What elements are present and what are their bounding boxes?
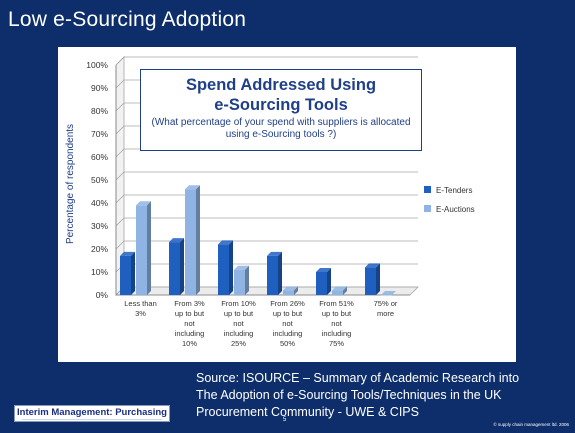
copyright-notice: © supply chain management ltd. 2006 bbox=[493, 422, 569, 427]
bar-e-auctions bbox=[234, 269, 245, 295]
brand-logo-underline bbox=[22, 418, 162, 420]
bar-e-tenders bbox=[218, 244, 229, 295]
bar-e-auctions bbox=[283, 290, 294, 295]
chart-panel: 0% 10% 20% 30% 40% 50% 60% 70% 80% 90% 100% Percent… bbox=[58, 47, 516, 362]
legend-label-e-tenders: E-Tenders bbox=[436, 186, 472, 195]
x-tick-label: From 26% up to but not including 50% bbox=[270, 299, 305, 348]
source-line-1: Source: ISOURCE – Summary of Academic Re… bbox=[196, 371, 520, 385]
source-line-2: The Adoption of e-Sourcing Tools/Techniq… bbox=[196, 388, 502, 402]
bar-e-auctions bbox=[332, 290, 343, 295]
page-number: 5 bbox=[283, 417, 287, 423]
legend-swatch-e-tenders bbox=[424, 186, 431, 193]
y-tick-label: 40% bbox=[91, 198, 108, 208]
brand-logo-text: Interim Management: Purchasing bbox=[17, 406, 167, 418]
bar-side-e-tenders bbox=[376, 263, 380, 295]
legend-label-e-auctions: E-Auctions bbox=[436, 205, 475, 214]
y-tick-label: 0% bbox=[96, 290, 109, 300]
x-tick-label: 75% or more bbox=[374, 299, 398, 318]
chart-callout-subtitle: (What percentage of your spend with supp… bbox=[151, 117, 411, 140]
bar-top-e-tenders bbox=[218, 240, 233, 245]
bar-e-tenders bbox=[365, 267, 376, 295]
bar-side-e-auctions bbox=[343, 286, 347, 295]
bar-side-e-auctions bbox=[245, 265, 249, 295]
chart-callout-title-line1: Spend Addressed Using bbox=[185, 76, 377, 94]
bar-top-e-tenders bbox=[120, 251, 135, 256]
bar-top-e-auctions bbox=[381, 291, 396, 295]
x-tick-label: From 10% up to but not including 25% bbox=[221, 299, 256, 348]
gridline bbox=[115, 171, 418, 181]
bar-side-e-tenders bbox=[327, 268, 331, 295]
bar-top-e-auctions bbox=[332, 286, 347, 291]
y-tick-label: 100% bbox=[86, 60, 108, 70]
y-tick-label: 50% bbox=[91, 175, 108, 185]
bar-top-e-tenders bbox=[169, 238, 184, 243]
y-tick-label: 20% bbox=[91, 244, 108, 254]
gridline bbox=[115, 240, 418, 250]
bar-top-e-auctions bbox=[283, 286, 298, 291]
bar-e-tenders bbox=[169, 242, 180, 295]
bar-top-e-tenders bbox=[267, 251, 282, 256]
gridline bbox=[115, 56, 418, 66]
gridline bbox=[115, 194, 418, 204]
y-tick-label: 60% bbox=[91, 152, 108, 162]
y-tick-label: 70% bbox=[91, 129, 108, 139]
bar-side-e-tenders bbox=[278, 251, 282, 295]
bar-e-auctions bbox=[381, 295, 392, 296]
bar-e-tenders bbox=[267, 255, 278, 295]
bar-side-e-auctions bbox=[294, 286, 298, 295]
y-tick-label: 90% bbox=[91, 83, 108, 93]
bar-e-tenders bbox=[316, 272, 327, 295]
bar-top-e-tenders bbox=[316, 268, 331, 272]
bar-side-e-auctions bbox=[147, 201, 151, 295]
bar-side-e-tenders bbox=[180, 238, 184, 295]
bar-side-e-auctions bbox=[196, 185, 200, 295]
y-tick-label: 10% bbox=[91, 267, 108, 277]
bar-top-e-tenders bbox=[365, 263, 380, 268]
bar-top-e-auctions bbox=[234, 265, 249, 270]
legend-swatch-e-auctions bbox=[424, 205, 431, 212]
gridline bbox=[115, 217, 418, 227]
bar-top-e-auctions bbox=[185, 185, 200, 190]
bar-side-e-tenders bbox=[131, 251, 135, 295]
bar-chart: 0% 10% 20% 30% 40% 50% 60% 70% 80% 90% 100% Percent… bbox=[65, 56, 475, 348]
bar-e-auctions bbox=[136, 205, 147, 295]
y-axis-label: Percentage of respondents bbox=[65, 124, 76, 244]
bar-e-auctions bbox=[185, 189, 196, 295]
brand-logo: Interim Management: Purchasing bbox=[14, 405, 170, 422]
bar-e-tenders bbox=[120, 255, 131, 295]
y-tick-label: 80% bbox=[91, 106, 108, 116]
chart-callout: Spend Addressed Using e-Sourcing Tools (… bbox=[140, 69, 422, 151]
slide-title: Low e-Sourcing Adoption bbox=[8, 8, 247, 31]
x-tick-label: From 51% up to but not including 75% bbox=[319, 299, 354, 348]
chart-callout-title: Spend Addressed Using e-Sourcing Tools bbox=[141, 75, 421, 115]
bar-top-e-auctions bbox=[136, 201, 151, 206]
y-tick-label: 30% bbox=[91, 221, 108, 231]
x-tick-label: From 3% up to but not including 10% bbox=[174, 299, 205, 348]
chart-callout-title-line2: e-Sourcing Tools bbox=[214, 96, 348, 114]
x-tick-label: Less than 3% bbox=[124, 299, 157, 318]
bar-side-e-tenders bbox=[229, 240, 233, 295]
source-line-3: Procurement Community - UWE & CIPS bbox=[196, 405, 419, 419]
source-citation: Source: ISOURCE – Summary of Academic Re… bbox=[196, 370, 566, 421]
